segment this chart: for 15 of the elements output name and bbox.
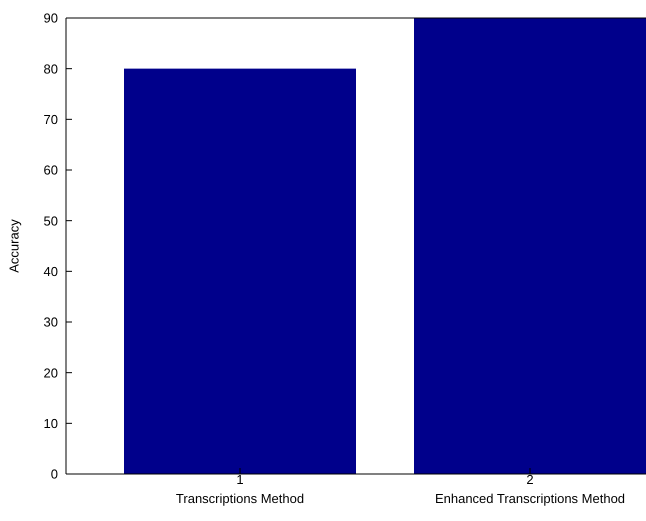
text: Enhanced Transcriptions Method [434, 491, 626, 506]
y-tick-label: 30 [44, 314, 58, 330]
y-tick-label: 40 [44, 264, 58, 279]
y-tick-label: 0 [50, 466, 58, 482]
y-tick-label: 20 [44, 365, 58, 380]
y-tick-label: 50 [44, 213, 58, 228]
y-tick-label: 10 [44, 416, 58, 431]
x-tick-label: 1 [236, 472, 244, 487]
y-tick-label: 90 [44, 10, 58, 26]
y-axis-title: Accuracy [6, 218, 22, 273]
text: Transcriptions Method [176, 491, 304, 506]
x-tick-label: 2 [526, 472, 534, 487]
y-tick-label: 60 [44, 162, 58, 178]
y-tick-label: 80 [44, 61, 58, 76]
y-tick-label: 70 [44, 112, 58, 127]
